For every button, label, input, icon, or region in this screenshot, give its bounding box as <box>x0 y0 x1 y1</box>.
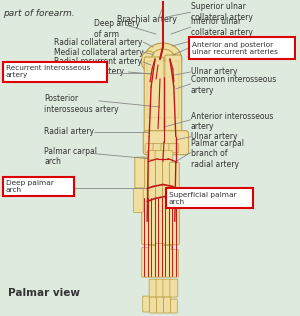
Text: Palmar view: Palmar view <box>8 288 80 298</box>
FancyBboxPatch shape <box>142 157 152 245</box>
Text: Deep palmar
arch: Deep palmar arch <box>6 180 54 193</box>
FancyBboxPatch shape <box>161 144 171 153</box>
Ellipse shape <box>152 49 174 65</box>
FancyBboxPatch shape <box>157 297 164 313</box>
Text: Posterior
interosseous artery: Posterior interosseous artery <box>44 94 119 113</box>
Bar <box>189 37 295 59</box>
Text: Ulnar artery: Ulnar artery <box>190 132 237 141</box>
Text: Brachial artery: Brachial artery <box>116 15 176 24</box>
Text: Radial artery: Radial artery <box>44 127 94 136</box>
FancyBboxPatch shape <box>155 151 165 160</box>
FancyBboxPatch shape <box>133 189 143 212</box>
FancyBboxPatch shape <box>153 144 163 153</box>
Text: Medial collateral artery: Medial collateral artery <box>54 47 144 57</box>
FancyBboxPatch shape <box>155 243 164 277</box>
FancyBboxPatch shape <box>163 245 171 277</box>
FancyBboxPatch shape <box>164 297 170 313</box>
Bar <box>3 62 107 82</box>
Text: Palmar carpal
branch of
radial artery: Palmar carpal branch of radial artery <box>190 139 244 168</box>
Ellipse shape <box>166 54 180 72</box>
FancyBboxPatch shape <box>169 249 178 277</box>
Text: Radial collateral artery: Radial collateral artery <box>54 38 143 46</box>
FancyBboxPatch shape <box>170 299 177 313</box>
FancyBboxPatch shape <box>169 162 179 245</box>
Text: Anterior and posterior
ulnar recurrent arteries: Anterior and posterior ulnar recurrent a… <box>192 41 278 55</box>
FancyBboxPatch shape <box>163 279 171 297</box>
FancyBboxPatch shape <box>163 151 173 160</box>
Text: Ulnar artery: Ulnar artery <box>190 67 237 76</box>
FancyBboxPatch shape <box>165 55 182 139</box>
Ellipse shape <box>144 43 182 75</box>
FancyBboxPatch shape <box>147 61 179 118</box>
Text: Palmar carpal
arch: Palmar carpal arch <box>44 147 98 166</box>
Text: Superficial palmar
arch: Superficial palmar arch <box>169 192 236 205</box>
Text: Radial recurrent artery: Radial recurrent artery <box>54 58 142 66</box>
Text: Inferior ulnar
collateral artery: Inferior ulnar collateral artery <box>190 17 253 37</box>
FancyBboxPatch shape <box>169 144 179 153</box>
Text: Deep artery
of arm: Deep artery of arm <box>94 19 140 39</box>
FancyBboxPatch shape <box>148 152 158 245</box>
FancyBboxPatch shape <box>149 279 157 297</box>
FancyBboxPatch shape <box>148 245 158 277</box>
FancyBboxPatch shape <box>143 296 150 312</box>
FancyBboxPatch shape <box>150 297 157 313</box>
FancyBboxPatch shape <box>135 157 145 188</box>
FancyBboxPatch shape <box>144 57 164 139</box>
Text: Superior ulnar
collateral artery: Superior ulnar collateral artery <box>190 3 253 22</box>
Text: Common interosseous
artery: Common interosseous artery <box>190 75 276 94</box>
Text: Brachial artery: Brachial artery <box>190 37 248 46</box>
FancyBboxPatch shape <box>156 279 164 297</box>
Text: Radial artery: Radial artery <box>74 67 124 76</box>
FancyBboxPatch shape <box>145 144 155 153</box>
Text: part of forearm.: part of forearm. <box>3 9 75 18</box>
Text: Anterior interosseous
artery: Anterior interosseous artery <box>190 112 273 131</box>
FancyBboxPatch shape <box>142 247 151 277</box>
Bar <box>166 189 253 209</box>
FancyBboxPatch shape <box>147 151 157 160</box>
Ellipse shape <box>141 51 157 71</box>
Bar <box>3 177 74 197</box>
FancyBboxPatch shape <box>155 150 165 245</box>
FancyBboxPatch shape <box>143 131 189 155</box>
Text: Recurrent interosseous
artery: Recurrent interosseous artery <box>6 65 90 78</box>
FancyBboxPatch shape <box>163 154 172 245</box>
FancyBboxPatch shape <box>170 279 178 297</box>
